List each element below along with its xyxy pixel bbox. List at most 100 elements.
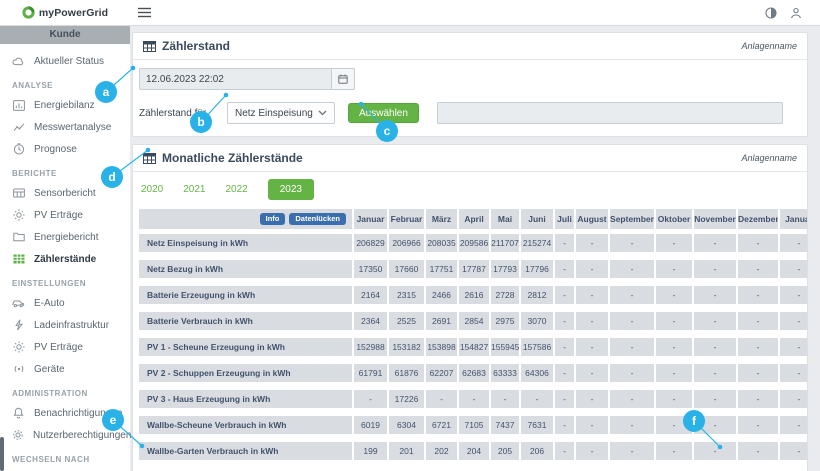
plant-name-label: Anlagenname (741, 153, 797, 163)
value-cell: - (656, 234, 694, 252)
value-cell: - (555, 260, 576, 278)
value-cell: - (656, 338, 694, 356)
bell-icon (12, 407, 25, 419)
value-cell: - (576, 234, 610, 252)
sidebar-item-label: Aktueller Status (34, 55, 105, 67)
sidebar-item-label: Sensorbericht (34, 187, 96, 199)
value-cell: - (694, 390, 738, 408)
value-cell: - (738, 312, 780, 330)
year-tabs: 2020 2021 2022 2023 (139, 179, 807, 200)
value-cell: - (610, 416, 656, 434)
value-cell: 153182 (389, 338, 426, 356)
main-content: Zählerstand Anlagenname Zählerstand für … (130, 26, 820, 471)
value-cell: - (610, 286, 656, 304)
value-cell: - (738, 390, 780, 408)
value-cell: - (555, 416, 576, 434)
value-cell: 62207 (426, 364, 459, 382)
year-tab-2020[interactable]: 2020 (141, 184, 164, 195)
value-cell: - (780, 390, 807, 408)
chevron-down-icon (318, 110, 327, 116)
contrast-icon[interactable] (765, 6, 777, 19)
status-icon (12, 56, 25, 67)
value-cell: - (780, 442, 807, 460)
table-grid-icon (143, 152, 156, 164)
sidebar-item-label: Zählerstände (34, 253, 97, 265)
value-cell: 2364 (354, 312, 389, 330)
value-cell: - (780, 286, 807, 304)
calendar-button[interactable] (331, 68, 355, 90)
value-cell: - (610, 338, 656, 356)
sensor-icon (12, 188, 25, 198)
monthly-panel-header: Monatliche Zählerstände Anlagenname (133, 145, 807, 172)
header-badge-datenluecken[interactable]: Datenlücken (289, 213, 346, 225)
header-badge-info[interactable]: Info (259, 213, 286, 225)
value-cell: - (738, 234, 780, 252)
row-label-cell: Batterie Erzeugung in kWh (139, 286, 354, 304)
topbar-actions (765, 6, 820, 19)
sidebar-item-prognose[interactable]: Prognose (0, 138, 130, 160)
meter-result-input[interactable] (436, 102, 783, 124)
value-cell: - (656, 364, 694, 382)
value-cell: - (780, 260, 807, 278)
value-cell: - (491, 390, 521, 408)
table-row: PV 2 - Schuppen Erzeugung in kWh 61791 618… (139, 364, 807, 382)
datetime-input[interactable] (139, 68, 331, 90)
meter-for-label: Zählerstand für (139, 107, 207, 119)
month-header-cell: Juni (521, 209, 555, 229)
sidebar-item-ladeinfrastruktur[interactable]: Ladeinfrastruktur (0, 314, 130, 336)
sidebar-scrollbar[interactable] (0, 437, 4, 471)
sidebar-item-zählerstände[interactable]: Zählerstände (0, 248, 130, 270)
value-cell: - (656, 390, 694, 408)
value-cell: 62683 (459, 364, 491, 382)
value-cell: - (610, 260, 656, 278)
sidebar-item-aktueller-status[interactable]: Aktueller Status (0, 50, 130, 72)
value-cell: 215274 (521, 234, 555, 252)
month-header-cell: März (426, 209, 459, 229)
sidebar-item-nutzerberechtigungen[interactable]: Nutzerberechtigungen (0, 424, 131, 446)
table-row: Wallbe-Scheune Verbrauch in kWh 6019 6304 6… (139, 416, 807, 434)
value-cell: 17787 (459, 260, 491, 278)
value-cell: 6721 (426, 416, 459, 434)
value-cell: - (656, 286, 694, 304)
sidebar-item-sensorbericht[interactable]: Sensorbericht (0, 182, 130, 204)
sidebar-item-e-auto[interactable]: E-Auto (0, 292, 130, 314)
sidebar-item-label: Benachrichtigungen (34, 407, 123, 419)
value-cell: - (576, 416, 610, 434)
value-cell: - (576, 364, 610, 382)
sidebar-item-pv-erträge[interactable]: PV Erträge (0, 204, 130, 226)
value-cell: 206966 (389, 234, 426, 252)
value-cell: 202 (426, 442, 459, 460)
value-cell: 2728 (491, 286, 521, 304)
year-tab-2021[interactable]: 2021 (183, 184, 206, 195)
value-cell: - (610, 312, 656, 330)
monthly-readings-panel: Monatliche Zählerstände Anlagenname 2020… (132, 144, 808, 471)
meter-type-select[interactable]: Netz Einspeisung (227, 102, 335, 124)
sidebar-item-geräte[interactable]: Geräte (0, 358, 130, 380)
year-tab-2022[interactable]: 2022 (225, 184, 248, 195)
year-tab-2023[interactable]: 2023 (267, 179, 314, 200)
month-header-cell: August (576, 209, 610, 229)
sidebar-item-pv-erträge[interactable]: PV Erträge (0, 336, 130, 358)
value-cell: 199 (354, 442, 389, 460)
value-cell: - (694, 338, 738, 356)
sidebar-item-messwertanalyse[interactable]: Messwertanalyse (0, 116, 130, 138)
value-cell: 211707 (491, 234, 521, 252)
menu-toggle-button[interactable] (138, 7, 151, 18)
sidebar-item-energiebericht[interactable]: Energiebericht (0, 226, 130, 248)
row-label-cell: Batterie Verbrauch in kWh (139, 312, 354, 330)
value-cell: 7437 (491, 416, 521, 434)
user-icon[interactable] (790, 7, 802, 19)
table-row: Netz Einspeisung in kWh 206829 206966 20803… (139, 234, 807, 252)
value-cell: 7631 (521, 416, 555, 434)
value-cell: - (694, 416, 738, 434)
value-cell: 7105 (459, 416, 491, 434)
row-label-cell: PV 1 - Scheune Erzeugung in kWh (139, 338, 354, 356)
sidebar-section-label: WECHSELN NACH (12, 455, 90, 464)
sidebar-item-benachrichtigungen[interactable]: Benachrichtigungen (0, 402, 130, 424)
sidebar-item-energiebilanz[interactable]: Energiebilanz (0, 94, 130, 116)
customer-header: Kunde (0, 26, 130, 44)
month-header-cell: November (694, 209, 738, 229)
value-cell: 17751 (426, 260, 459, 278)
choose-button[interactable]: Auswählen (348, 103, 419, 123)
value-cell: - (426, 390, 459, 408)
